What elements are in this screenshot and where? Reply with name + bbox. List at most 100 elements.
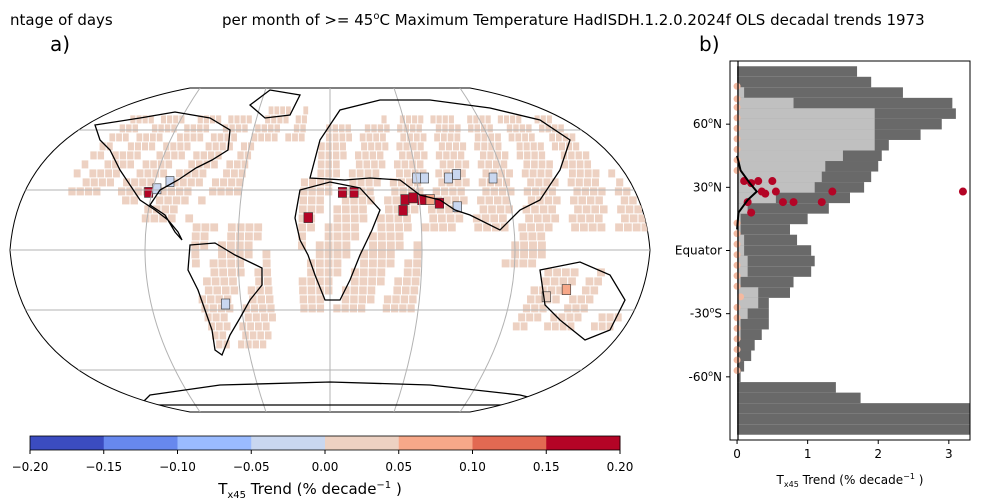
map-cell-neutral [400, 295, 409, 304]
map-cell-neutral [440, 133, 447, 142]
map-cell-neutral [570, 268, 579, 277]
map-cell-neutral [377, 214, 385, 223]
map-cell-neutral [580, 304, 588, 313]
map-cell-neutral [188, 160, 195, 169]
map-cell-neutral [315, 241, 324, 250]
map-cell-neutral [105, 169, 113, 178]
map-cell-neutral [325, 187, 333, 196]
map-cell-neutral [581, 187, 590, 196]
map-cell-neutral [576, 169, 584, 178]
map-cell-neutral [551, 124, 558, 133]
map-cell-neutral [586, 196, 595, 205]
map-cell-neutral [393, 160, 401, 169]
map-cell-neutral [529, 241, 537, 250]
map-cell-trend [425, 194, 435, 205]
map-cell-neutral [342, 205, 350, 214]
map-cell-neutral [231, 133, 237, 142]
map-cell-neutral [163, 151, 171, 160]
map-cell-neutral [237, 151, 244, 160]
map-cell-neutral [265, 115, 271, 124]
map-cell-neutral [106, 178, 114, 187]
map-cell-neutral [399, 304, 407, 313]
map-cell-neutral [406, 151, 413, 160]
map-cell-neutral [122, 133, 129, 142]
map-cell-neutral [436, 205, 445, 214]
map-cell-neutral [413, 151, 421, 160]
map-cell-neutral [520, 322, 528, 331]
map-cell-neutral [369, 250, 377, 259]
map-cell-neutral [263, 277, 272, 286]
zonal-bar-land [737, 245, 812, 256]
map-cell-neutral [203, 115, 209, 124]
map-cell-neutral [488, 142, 495, 151]
zonal-bar-observed [737, 192, 776, 204]
map-cell-neutral [326, 124, 332, 133]
map-cell-neutral [150, 160, 157, 169]
map-cell-neutral [569, 133, 576, 142]
map-cell-neutral [98, 178, 106, 187]
map-cell-neutral [575, 151, 582, 160]
map-cell-neutral [500, 223, 509, 232]
map-cell-neutral [543, 178, 551, 187]
map-cell-neutral [223, 322, 231, 331]
zonal-y-tick-label: 60oN [693, 116, 722, 131]
map-cell-neutral [369, 151, 377, 160]
map-cell-neutral [490, 214, 499, 223]
map-cell-neutral [230, 286, 239, 295]
map-cell-neutral [558, 142, 566, 151]
zonal-point-large-trend [761, 189, 770, 198]
map-cell-neutral [439, 160, 447, 169]
map-cell-neutral [350, 295, 358, 304]
map-cell-neutral [474, 223, 483, 232]
map-cell-neutral [356, 169, 364, 178]
map-cell-neutral [73, 169, 81, 178]
map-cell-neutral [200, 151, 207, 160]
zonal-y-ticks: 60oN 30oN Equator -30oS -60oN [675, 116, 730, 384]
map-cell-trend [420, 172, 429, 184]
map-cell-neutral [394, 277, 403, 286]
map-cell-neutral [299, 286, 307, 295]
map-cell-neutral [488, 133, 495, 142]
map-cell-neutral [84, 187, 93, 196]
map-cell-neutral [538, 151, 546, 160]
map-cell-trend [398, 205, 408, 216]
map-cell-neutral [300, 178, 308, 187]
map-cell-neutral [263, 268, 272, 277]
map-cell-neutral [307, 268, 315, 277]
map-cell-neutral [519, 124, 526, 133]
map-cell-neutral [210, 133, 217, 142]
map-cell-neutral [210, 268, 219, 277]
map-cell-neutral [68, 187, 76, 196]
map-cell-neutral [409, 295, 417, 304]
map-cell-neutral [235, 124, 242, 133]
map-cell-neutral [301, 115, 307, 124]
map-cell-neutral [411, 277, 420, 286]
map-cell-neutral [474, 142, 481, 151]
map-cell-neutral [208, 322, 215, 331]
map-cell-neutral [371, 160, 378, 169]
map-cell-neutral [127, 151, 134, 160]
zonal-point-small-trend [733, 367, 741, 375]
map-cell-neutral [134, 187, 142, 196]
map-cell-neutral [443, 151, 450, 160]
map-cell-neutral [172, 196, 181, 205]
map-cell-neutral [366, 133, 373, 142]
map-cell-neutral [211, 160, 218, 169]
figure-title-left: ntage of days [10, 11, 113, 29]
colorbar-tick-label: 0.10 [459, 460, 486, 474]
zonal-bar-land [737, 76, 872, 88]
map-cell-neutral [220, 277, 229, 286]
map-cell-neutral [89, 169, 97, 178]
map-cell-neutral [462, 160, 470, 169]
map-cell-neutral [226, 142, 233, 151]
zonal-bar-land [737, 403, 970, 414]
map-cell-neutral [267, 304, 275, 313]
map-cell-neutral [317, 178, 325, 187]
map-cell-neutral [538, 160, 546, 169]
map-cell-neutral [485, 115, 491, 124]
map-cell-neutral [529, 169, 537, 178]
panel-a-label: a) [50, 32, 70, 56]
map-cell-neutral [359, 214, 368, 223]
map-cell-neutral [195, 178, 203, 187]
map-cell-neutral [359, 268, 368, 277]
